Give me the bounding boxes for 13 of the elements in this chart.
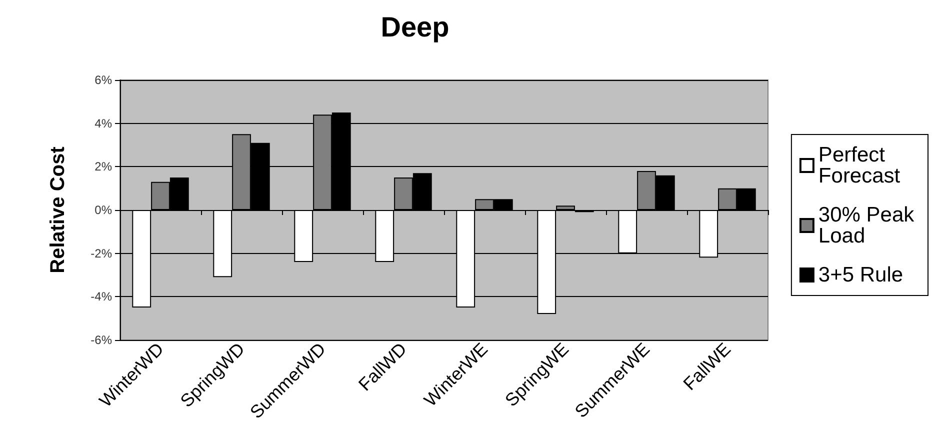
y-tick-label: -6% (90, 333, 112, 347)
y-tick-label: -2% (90, 246, 112, 260)
y-tick-label: 2% (94, 160, 112, 174)
y-tick-label: 0% (94, 203, 112, 217)
y-tick-label: 6% (94, 73, 112, 87)
y-axis-title: Relative Cost (47, 146, 69, 274)
y-tick-label: -4% (90, 290, 112, 304)
legend-label: 30% Peak Load (818, 204, 920, 248)
bar (556, 206, 575, 210)
y-tick-label: 4% (94, 116, 112, 130)
legend-label: 3+5 Rule (818, 264, 904, 286)
chart-title: Deep (380, 12, 450, 42)
legend-label: Perfect Forecast (818, 144, 900, 188)
